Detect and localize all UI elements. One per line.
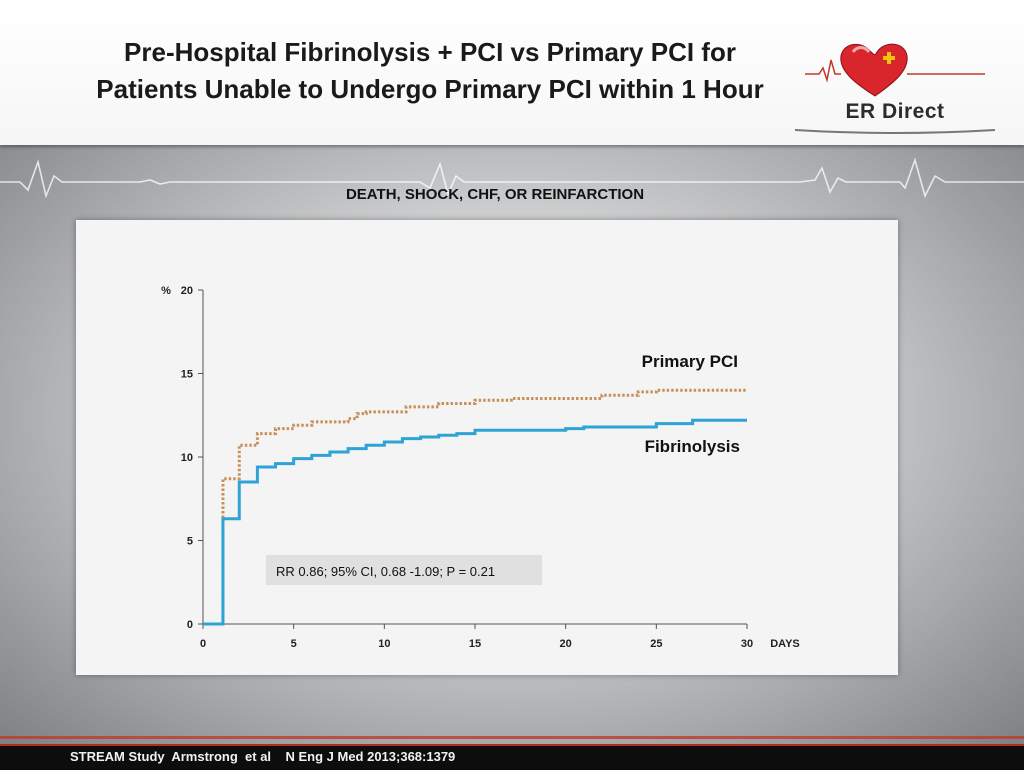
series-line-fibrinolysis xyxy=(203,418,747,626)
km-chart: 0 5 10 15 20 0 5 10 15 20 25 30% DAYS Primary PCI Fibr… xyxy=(161,285,800,650)
slide-header: Pre-Hospital Fibrinolysis + PCI vs Prima… xyxy=(0,0,1024,145)
y-tick-label: 20 xyxy=(181,285,193,297)
footer-bar: STREAM Study Armstrong et al N Eng J Med… xyxy=(0,744,1024,770)
er-direct-logo: ER Direct xyxy=(795,38,995,134)
chart-panel: 0 5 10 15 20 0 5 10 15 20 25 30% DAYS Primary PCI Fibr… xyxy=(76,220,898,675)
x-tick-label: 10 xyxy=(378,638,390,650)
ecg-decoration-icon xyxy=(0,157,1024,199)
x-tick-label: 5 xyxy=(291,638,297,650)
series-line-primary-pci xyxy=(203,388,747,626)
y-tick-label: 5 xyxy=(187,536,193,548)
logo-swoosh-icon xyxy=(795,129,995,134)
x-tick-label: 25 xyxy=(650,638,662,650)
series-label-primary-pci: Primary PCI xyxy=(642,352,738,371)
x-tick-label: 0 xyxy=(200,638,206,650)
y-axis-label: % xyxy=(161,285,171,297)
series-label-fibrinolysis: Fibrinolysis xyxy=(645,437,740,456)
slide-title: Pre-Hospital Fibrinolysis + PCI vs Prima… xyxy=(96,37,764,104)
citation-text: STREAM Study Armstrong et al N Eng J Med… xyxy=(70,749,456,764)
annotation-text: RR 0.86; 95% CI, 0.68 -1.09; P = 0.21 xyxy=(276,564,495,579)
annotation-box xyxy=(266,555,542,585)
y-tick-label: 10 xyxy=(181,452,193,464)
chart-title: DEATH, SHOCK, CHF, OR REINFARCTION xyxy=(345,186,645,203)
y-tick-label: 15 xyxy=(181,369,193,381)
x-axis-label: DAYS xyxy=(770,638,800,650)
logo-text: ER Direct xyxy=(845,100,945,123)
x-tick-label: 15 xyxy=(469,638,481,650)
x-tick-label: 20 xyxy=(560,638,572,650)
footer-accent-line xyxy=(0,736,1024,739)
y-tick-label: 0 xyxy=(187,619,193,631)
heart-logo-icon xyxy=(805,43,985,97)
x-tick-label: 30 xyxy=(741,638,753,650)
